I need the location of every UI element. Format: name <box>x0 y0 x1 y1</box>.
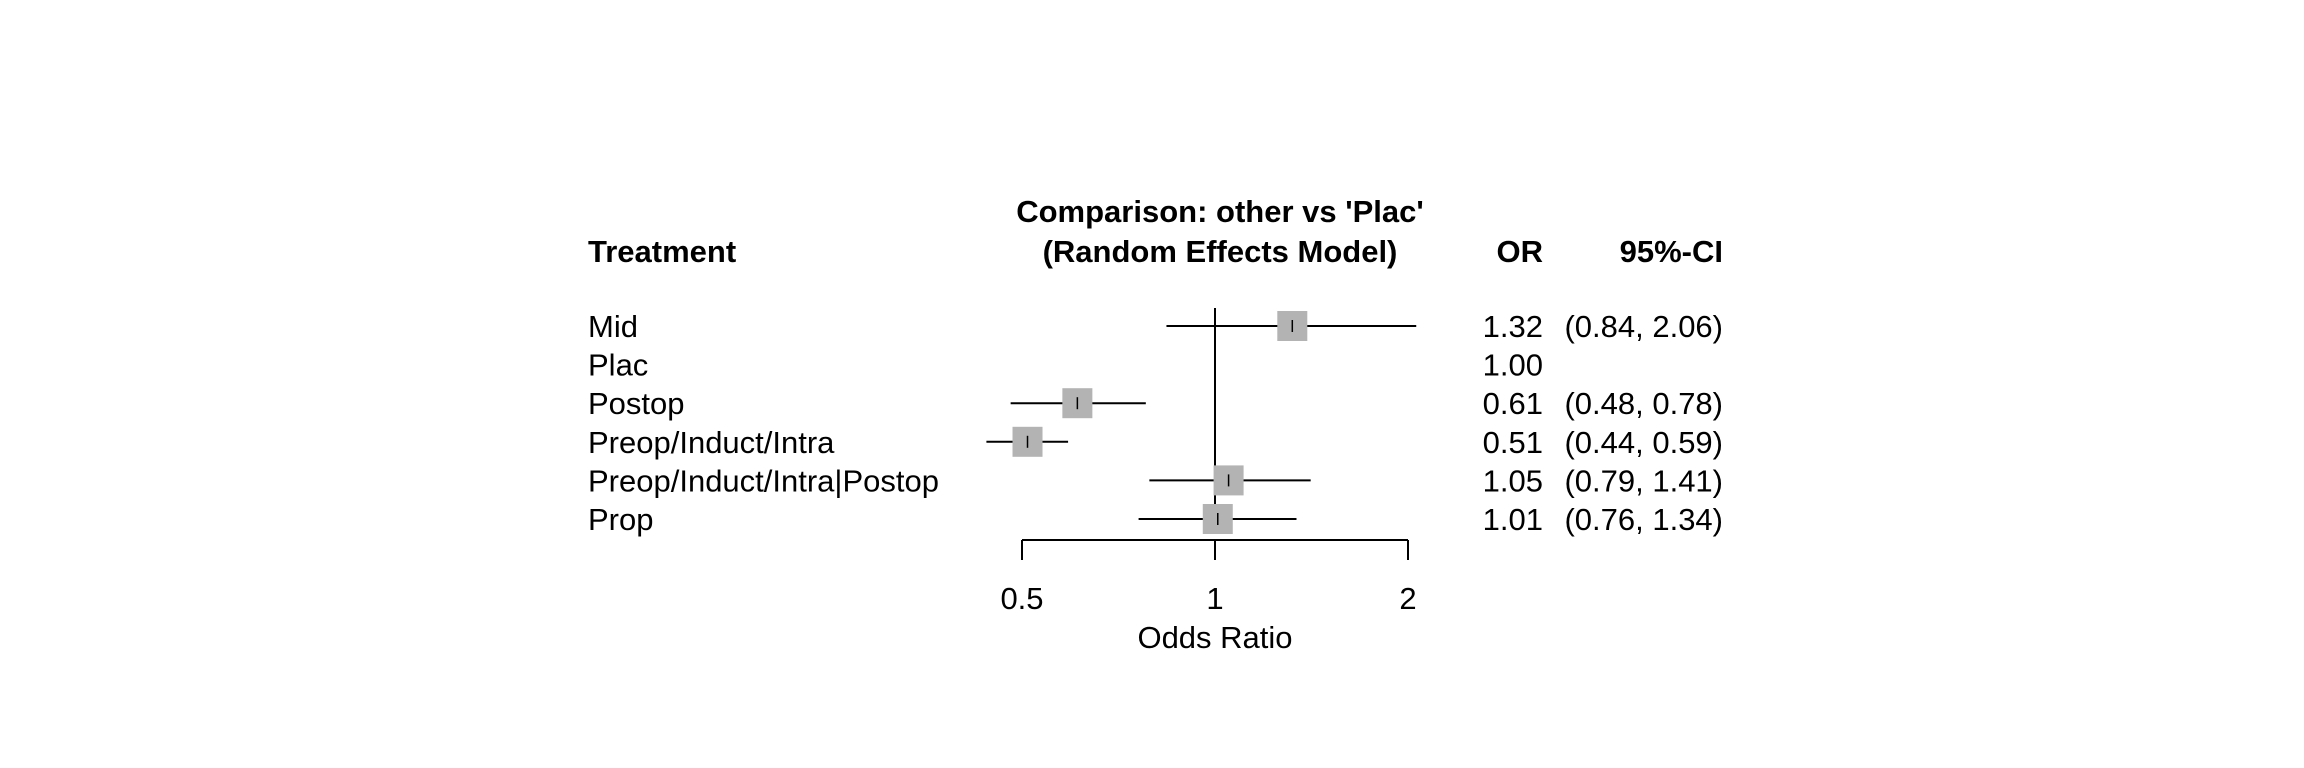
or-value: 1.05 <box>1483 463 1543 498</box>
x-axis: Odds Ratio 0.5 1 2 <box>1000 539 1417 655</box>
ci-value: (0.44, 0.59) <box>1564 425 1723 460</box>
treatment-label: Mid <box>588 309 638 344</box>
or-value: 1.00 <box>1483 348 1543 383</box>
chart-title-line2: (Random Effects Model) <box>1043 234 1398 269</box>
forest-rows: Mid 1.32 (0.84, 2.06) Plac 1.00 Postop 0.61 (0.… <box>588 308 1723 537</box>
forest-row: Preop/Induct/Intra 0.51 (0.44, 0.59) <box>588 425 1723 460</box>
treatment-column-header: Treatment <box>588 234 736 269</box>
ci-value: (0.84, 2.06) <box>1564 309 1723 344</box>
or-column-header: OR <box>1497 234 1544 269</box>
treatment-label: Preop/Induct/Intra|Postop <box>588 463 939 498</box>
ci-value: (0.79, 1.41) <box>1564 463 1723 498</box>
or-value: 1.01 <box>1483 502 1543 537</box>
ci-value: (0.48, 0.78) <box>1564 386 1723 421</box>
or-value: 1.32 <box>1483 309 1543 344</box>
x-tick-label: 2 <box>1399 581 1416 616</box>
x-tick-label: 0.5 <box>1000 581 1043 616</box>
chart-title-line1: Comparison: other vs 'Plac' <box>1016 194 1424 229</box>
forest-row: Mid 1.32 (0.84, 2.06) <box>588 309 1723 344</box>
treatment-label: Preop/Induct/Intra <box>588 425 835 460</box>
forest-row: Plac 1.00 <box>588 348 1543 383</box>
plot-header: Comparison: other vs 'Plac' (Random Effe… <box>588 194 1723 269</box>
or-value: 0.51 <box>1483 425 1543 460</box>
treatment-label: Postop <box>588 386 685 421</box>
forest-row: Prop 1.01 (0.76, 1.34) <box>588 502 1723 537</box>
forest-row: Preop/Induct/Intra|Postop 1.05 (0.79, 1.41… <box>588 463 1723 498</box>
x-tick-label: 1 <box>1206 581 1223 616</box>
treatment-label: Prop <box>588 502 653 537</box>
treatment-label: Plac <box>588 348 648 383</box>
ci-column-header: 95%-CI <box>1620 234 1723 269</box>
or-value: 0.61 <box>1483 386 1543 421</box>
ci-value: (0.76, 1.34) <box>1564 502 1723 537</box>
forest-row: Postop 0.61 (0.48, 0.78) <box>588 386 1723 421</box>
x-axis-label: Odds Ratio <box>1137 620 1292 655</box>
